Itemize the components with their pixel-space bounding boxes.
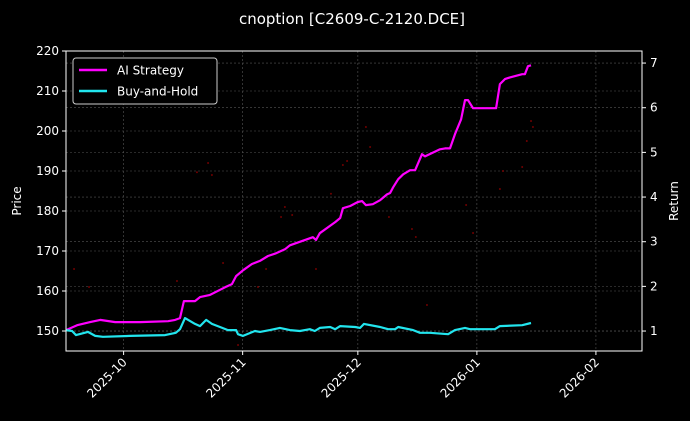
- y2-tick-label: 7: [650, 56, 658, 70]
- price-point: [364, 126, 367, 128]
- price-point: [425, 304, 428, 306]
- y-tick-label: 190: [36, 164, 59, 178]
- x-tick-label: 2025-11: [203, 355, 248, 400]
- x-tick-label: 2026-02: [557, 355, 602, 400]
- y-tick-label: 150: [36, 324, 59, 338]
- price-point: [530, 120, 533, 122]
- y2-tick-label: 3: [650, 235, 658, 249]
- price-point: [265, 268, 268, 270]
- price-point: [410, 228, 413, 230]
- legend-label-buy-and-hold: Buy-and-Hold: [117, 85, 198, 99]
- y2-tick-label: 1: [650, 324, 658, 338]
- price-point: [465, 204, 468, 206]
- price-point: [210, 174, 213, 176]
- price-point: [498, 188, 501, 190]
- chart-title: cnoption [C2609-C-2120.DCE]: [239, 10, 465, 28]
- plot-marks: [65, 64, 534, 346]
- price-point: [88, 286, 91, 288]
- price-point: [341, 164, 344, 166]
- y-axis-label: Price: [10, 186, 24, 215]
- price-point: [472, 232, 475, 234]
- legend-box: [72, 57, 218, 105]
- price-point: [521, 166, 524, 168]
- y-tick-label: 170: [36, 244, 59, 258]
- series-line-ai-strategy: [65, 64, 532, 332]
- y2-tick-label: 6: [650, 101, 658, 115]
- price-point: [222, 262, 225, 264]
- price-point: [314, 268, 317, 270]
- price-point: [207, 162, 210, 164]
- legend-label-ai-strategy: AI Strategy: [117, 64, 184, 78]
- series-line-buy-and-hold: [65, 317, 532, 338]
- price-point: [283, 206, 286, 208]
- price-point: [291, 214, 294, 216]
- x-tick-label: 2025-12: [319, 355, 364, 400]
- x-tick-label: 2025-10: [84, 355, 129, 400]
- price-point: [329, 192, 332, 195]
- price-point: [73, 268, 76, 270]
- y2-tick-label: 2: [650, 279, 658, 293]
- price-point: [257, 286, 259, 288]
- price-point: [237, 344, 240, 346]
- y2-tick-label: 4: [650, 190, 658, 204]
- y-tick-label: 220: [36, 44, 59, 58]
- price-point: [195, 171, 198, 174]
- price-point: [531, 126, 534, 128]
- price-point: [175, 280, 178, 282]
- price-point: [414, 236, 417, 238]
- y-tick-label: 200: [36, 124, 59, 138]
- plot-frame: [65, 50, 643, 352]
- price-point: [346, 160, 349, 162]
- price-point: [501, 170, 504, 172]
- price-point: [280, 216, 283, 218]
- price-point: [525, 140, 528, 142]
- y2-axis-label: Return: [667, 181, 681, 221]
- legend: AI Strategy Buy-and-Hold: [72, 57, 218, 105]
- y-tick-label: 160: [36, 284, 59, 298]
- y-tick-label: 180: [36, 204, 59, 218]
- price-point: [387, 216, 390, 218]
- y2-tick-label: 5: [650, 145, 658, 159]
- price-point: [369, 146, 372, 148]
- y-tick-label: 210: [36, 84, 59, 98]
- x-tick-label: 2026-01: [438, 355, 483, 400]
